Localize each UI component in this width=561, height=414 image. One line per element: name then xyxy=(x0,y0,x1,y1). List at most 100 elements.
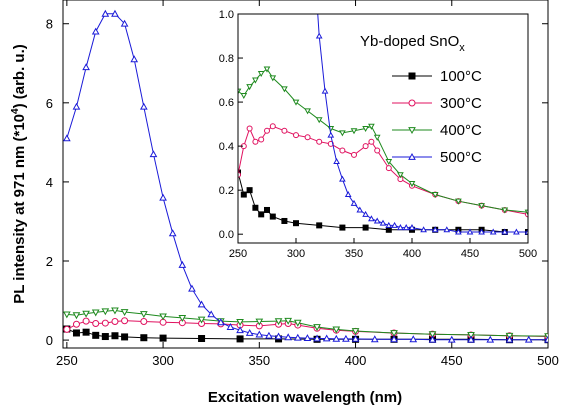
inset-point-3-34 xyxy=(455,228,462,235)
legend-marker-1 xyxy=(408,99,416,107)
inset-point-2-18 xyxy=(397,172,404,179)
main-point-3-39 xyxy=(524,335,533,343)
main-point-2-16 xyxy=(293,319,302,327)
inset-point-3-29 xyxy=(402,224,410,231)
inset-point-2-16 xyxy=(373,134,381,141)
main-point-3-31 xyxy=(370,335,379,343)
inset-point-2-24 xyxy=(524,209,528,216)
main-point-3-25 xyxy=(303,334,312,342)
main-point-2-9 xyxy=(178,315,187,322)
inset-point-2-22 xyxy=(478,203,485,210)
inset-point-2-10 xyxy=(315,117,323,124)
inset-point-0-8 xyxy=(293,220,299,227)
main-point-3-24 xyxy=(293,333,302,341)
main-point-3-13 xyxy=(188,284,196,292)
inset-x-tick-label: 350 xyxy=(345,248,363,260)
legend-title: Yb-doped SnOx xyxy=(360,33,465,54)
main-point-3-12 xyxy=(178,260,187,268)
inset-point-3-36 xyxy=(478,228,485,235)
inset-point-1-9 xyxy=(304,134,311,141)
inset-point-0-9 xyxy=(316,222,323,229)
main-point-3-4 xyxy=(101,9,110,17)
inset-point-0-5 xyxy=(264,206,270,213)
x-tick-label: 350 xyxy=(248,353,270,368)
inset-point-3-14 xyxy=(315,32,323,39)
inset-frame xyxy=(237,13,529,244)
inset-point-2-19 xyxy=(408,181,416,188)
inset-point-2-20 xyxy=(431,192,439,199)
inset-point-3-38 xyxy=(501,228,509,235)
y-axis-title: PL intensity at 971 nm (*104) (arb. u.) xyxy=(10,44,28,304)
inset-point-1-13 xyxy=(351,151,357,158)
main-point-2-7 xyxy=(139,311,148,319)
main-point-1-5 xyxy=(111,318,119,326)
inset-point-1-7 xyxy=(281,127,288,134)
main-point-3-0 xyxy=(63,134,71,142)
main-point-0-10 xyxy=(236,335,244,343)
inset-point-1-14 xyxy=(362,143,369,150)
main-point-2-14 xyxy=(274,318,283,326)
inset-point-1-5 xyxy=(264,127,270,134)
inset-point-1-15 xyxy=(368,138,375,145)
main-point-3-26 xyxy=(313,334,321,342)
inset-point-2-13 xyxy=(350,128,358,135)
inset-point-1-16 xyxy=(374,147,381,154)
inset-point-2-6 xyxy=(269,75,277,82)
main-point-0-6 xyxy=(121,333,129,341)
main-point-3-2 xyxy=(82,63,90,71)
y-tick-label: 4 xyxy=(46,175,53,190)
main-point-2-13 xyxy=(255,318,264,326)
inset-point-2-21 xyxy=(455,198,462,205)
legend-label-1: 300°C xyxy=(440,95,482,112)
main-point-3-9 xyxy=(149,150,158,158)
inset-point-2-4 xyxy=(257,70,265,77)
main-point-3-15 xyxy=(207,310,216,318)
inset-point-2-17 xyxy=(385,159,393,166)
inset-point-0-7 xyxy=(281,217,288,224)
main-point-2-12 xyxy=(236,319,244,326)
x-tick-label: 450 xyxy=(441,353,463,368)
inset-point-2-8 xyxy=(292,99,300,106)
inset-point-3-17 xyxy=(333,157,340,165)
inset-point-0-2 xyxy=(246,187,253,194)
main-point-2-10 xyxy=(197,316,206,324)
main-point-3-35 xyxy=(447,335,456,343)
main-point-2-21 xyxy=(428,331,437,339)
x-tick-label: 500 xyxy=(537,353,559,368)
inset-point-2-7 xyxy=(281,86,288,93)
main-point-3-11 xyxy=(168,229,177,237)
inset-point-2-15 xyxy=(368,123,375,130)
main-point-2-4 xyxy=(101,308,110,316)
main-point-2-15 xyxy=(284,317,293,325)
main-point-1-2 xyxy=(82,317,90,325)
inset-point-0-11 xyxy=(362,224,369,231)
inset-point-2-14 xyxy=(362,126,369,133)
main-point-2-17 xyxy=(313,324,321,332)
inset-point-3-31 xyxy=(420,226,427,233)
inset-point-3-39 xyxy=(513,228,520,235)
main-point-2-22 xyxy=(467,332,475,339)
main-point-2-8 xyxy=(159,313,167,321)
inset-point-3-19 xyxy=(344,191,352,198)
main-point-3-37 xyxy=(486,335,495,343)
inset-y-tick-label: 0.8 xyxy=(219,53,234,65)
inset-point-2-2 xyxy=(246,84,253,91)
inset-point-1-2 xyxy=(246,125,253,132)
main-point-3-34 xyxy=(428,335,437,343)
inset-point-3-33 xyxy=(443,226,451,233)
inset-point-3-18 xyxy=(339,175,346,182)
inset-axis-ticks: 250 300 350 400 450 500 0.0 0.2 0.4 0.6 0.8 1.0 xyxy=(219,9,537,260)
main-point-3-17 xyxy=(226,323,235,330)
main-point-3-28 xyxy=(332,334,341,342)
main-point-3-38 xyxy=(505,335,514,343)
main-point-1-0 xyxy=(63,325,71,333)
inset-point-3-30 xyxy=(408,224,416,231)
inset-point-1-17 xyxy=(385,165,392,172)
main-point-3-20 xyxy=(255,330,264,338)
inset-point-3-25 xyxy=(379,219,387,226)
inset-point-3-32 xyxy=(431,226,439,233)
main-point-0-5 xyxy=(111,332,119,340)
inset-point-3-22 xyxy=(362,210,369,217)
inset-point-3-37 xyxy=(489,228,497,235)
main-plot-frame xyxy=(62,0,549,349)
